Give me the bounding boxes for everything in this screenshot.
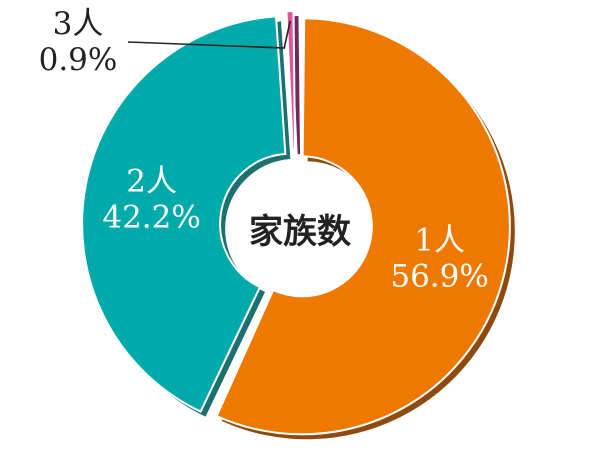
center-label: 家族数 xyxy=(249,212,351,252)
slice-category-label-1: 1人 xyxy=(414,223,465,259)
slice-value-label-3: 0.9% xyxy=(39,42,118,78)
slice-category-label-3: 3人 xyxy=(53,6,104,42)
leader-line-3 xyxy=(127,20,291,49)
leader-lines xyxy=(127,20,291,49)
slice-2 xyxy=(81,15,287,413)
slice-value-label-1: 56.9% xyxy=(390,259,488,295)
slice-3 xyxy=(285,10,297,151)
slice-category-label-2: 2人 xyxy=(126,164,177,200)
slice-1 xyxy=(215,17,511,436)
slice-value-label-2: 42.2% xyxy=(102,200,200,236)
slices xyxy=(81,10,511,436)
